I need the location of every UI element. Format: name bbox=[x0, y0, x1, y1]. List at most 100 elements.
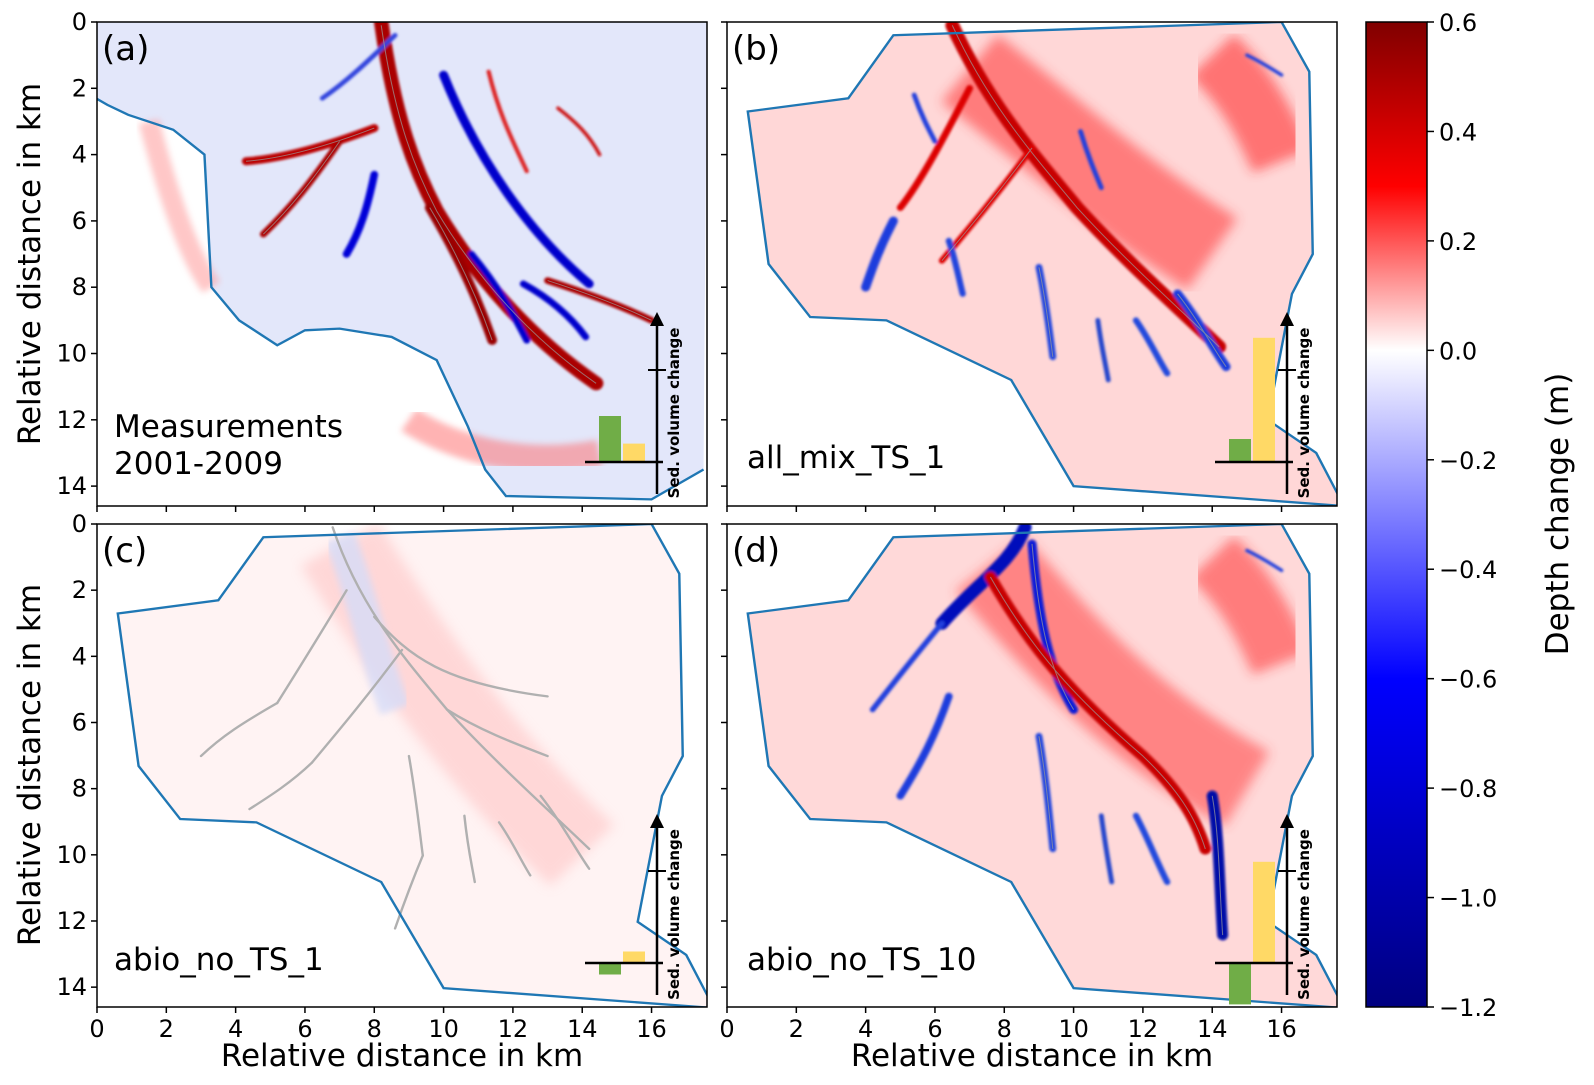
y-tick-label: 8 bbox=[72, 273, 87, 301]
x-tick-label: 4 bbox=[228, 1015, 243, 1043]
panel-a: 0 2 4 6 8 10 12 14 (a) Measurements 2001-2009 S… bbox=[56, 8, 708, 512]
x-tick-label: 12 bbox=[1128, 1015, 1159, 1043]
colorbar-title: Depth change (m) bbox=[1540, 373, 1576, 656]
colorbar-tick-label: −0.4 bbox=[1439, 556, 1497, 584]
sed-axis-arrowhead bbox=[650, 312, 664, 326]
sed-axis-arrowhead bbox=[1280, 312, 1294, 326]
y-tick-label: 4 bbox=[72, 141, 87, 169]
colorbar-tick-label: 0.6 bbox=[1439, 9, 1477, 37]
x-tick-label: 16 bbox=[636, 1015, 667, 1043]
panel-letter-b: (b) bbox=[732, 29, 780, 69]
sed-bar-green bbox=[1229, 439, 1251, 462]
y-tick-label: 12 bbox=[56, 907, 87, 935]
y-axis-title-top: Relative distance in km bbox=[12, 83, 48, 445]
x-tick-label: 14 bbox=[567, 1015, 598, 1043]
heatmap-c bbox=[116, 524, 707, 1007]
colorbar-gradient bbox=[1365, 21, 1428, 1008]
colorbar-tick-label: −0.2 bbox=[1439, 447, 1497, 475]
panel-letter-c: (c) bbox=[102, 531, 147, 571]
y-tick-label: 6 bbox=[72, 708, 87, 736]
sed-volume-inset-a: Sed. volume change bbox=[585, 312, 683, 498]
plot-area-b bbox=[726, 21, 1338, 507]
x-tick-label: 12 bbox=[498, 1015, 529, 1043]
x-tick-label: 2 bbox=[159, 1015, 174, 1043]
y-tick-label: 12 bbox=[56, 406, 87, 434]
sed-volume-inset-b: Sed. volume change bbox=[1215, 312, 1313, 498]
delta-outline bbox=[746, 524, 1337, 1007]
x-tick-label: 4 bbox=[858, 1015, 873, 1043]
sed-axis-label: Sed. volume change bbox=[665, 829, 683, 1000]
colorbar-tick-label: −1.0 bbox=[1439, 885, 1497, 913]
colorbar-ticks: 0.6 0.4 0.2 0.0 −0.2 −0.4 −0.6 −0.8 −1.0 −1.2 bbox=[1427, 9, 1497, 1022]
y-tick-label: 2 bbox=[72, 74, 87, 102]
panel-label-line2-a: 2001-2009 bbox=[114, 446, 283, 482]
panel-label-c: abio_no_TS_1 bbox=[114, 942, 324, 978]
sed-axis-label: Sed. volume change bbox=[1295, 328, 1313, 499]
colorbar: 0.6 0.4 0.2 0.0 −0.2 −0.4 −0.6 −0.8 −1.0 −1.2 Dep… bbox=[1365, 9, 1576, 1022]
colorbar-tick-label: 0.2 bbox=[1439, 228, 1477, 256]
delta-region-fill bbox=[747, 22, 1337, 506]
sed-bar-green bbox=[599, 963, 621, 975]
delta-outline bbox=[116, 524, 707, 1007]
delta-outline bbox=[746, 22, 1337, 506]
y-tick-label: 8 bbox=[72, 775, 87, 803]
sed-volume-inset-d: Sed. volume change bbox=[1215, 814, 1313, 1005]
y-tick-label: 0 bbox=[72, 8, 87, 36]
sed-axis-arrowhead bbox=[1280, 814, 1294, 828]
y-tick-label: 2 bbox=[72, 576, 87, 604]
x-tick-label: 0 bbox=[89, 1015, 104, 1043]
plot-area-d bbox=[726, 523, 1338, 1008]
sed-volume-inset-c: Sed. volume change bbox=[585, 814, 683, 1000]
y-tick-label: 10 bbox=[56, 340, 87, 368]
x-tick-label: 6 bbox=[927, 1015, 942, 1043]
panel-label-d: abio_no_TS_10 bbox=[747, 942, 976, 978]
y-tick-label: 10 bbox=[56, 841, 87, 869]
sed-axis-label: Sed. volume change bbox=[1295, 829, 1313, 1000]
sed-bar-yellow bbox=[1253, 861, 1275, 963]
sed-bar-green bbox=[599, 416, 621, 462]
panel-label-b: all_mix_TS_1 bbox=[747, 440, 945, 476]
x-axis-title-left: Relative distance in km bbox=[221, 1038, 583, 1074]
colorbar-tick-label: −0.8 bbox=[1439, 775, 1497, 803]
panel-d: 0 2 4 6 8 10 12 14 16 (d) abio_no_TS_10 Sed. vol… bbox=[719, 523, 1338, 1043]
colorbar-tick-label: −1.2 bbox=[1439, 994, 1497, 1022]
y-tick-label: 14 bbox=[56, 973, 87, 1001]
sed-bar-yellow bbox=[623, 443, 645, 462]
sed-axis-label: Sed. volume change bbox=[665, 328, 683, 499]
delta-region-fill bbox=[117, 524, 707, 1007]
heatmap-b bbox=[746, 22, 1337, 506]
colorbar-tick-label: 0.4 bbox=[1439, 118, 1477, 146]
colorbar-tick-label: −0.6 bbox=[1439, 666, 1497, 694]
panel-letter-a: (a) bbox=[102, 29, 149, 69]
panel-label-line1-a: Measurements bbox=[114, 409, 343, 445]
plot-area-c bbox=[96, 523, 708, 1008]
delta-outline bbox=[97, 97, 705, 501]
panel-b: (b) all_mix_TS_1 Sed. volume change bbox=[721, 21, 1338, 512]
x-tick-label: 0 bbox=[719, 1015, 734, 1043]
x-tick-label: 14 bbox=[1197, 1015, 1228, 1043]
axis-ticks-b bbox=[721, 21, 1283, 512]
axis-ticks-a: 0 2 4 6 8 10 12 14 bbox=[56, 8, 653, 512]
y-tick-label: 0 bbox=[72, 510, 87, 538]
sed-bar-green bbox=[1229, 963, 1251, 1005]
heatmap-a bbox=[97, 22, 707, 501]
axis-ticks-d: 0 2 4 6 8 10 12 14 16 bbox=[719, 523, 1297, 1043]
delta-region-fill bbox=[97, 22, 707, 500]
x-tick-label: 10 bbox=[1058, 1015, 1089, 1043]
panel-letter-d: (d) bbox=[732, 531, 780, 571]
y-tick-label: 14 bbox=[56, 472, 87, 500]
x-tick-label: 10 bbox=[428, 1015, 459, 1043]
sed-bar-yellow bbox=[623, 951, 645, 963]
y-tick-label: 4 bbox=[72, 642, 87, 670]
heatmap-d bbox=[746, 524, 1337, 1007]
x-tick-label: 6 bbox=[297, 1015, 312, 1043]
colorbar-tick-label: 0.0 bbox=[1439, 337, 1477, 365]
sed-bar-yellow bbox=[1253, 337, 1275, 462]
y-axis-title-bottom: Relative distance in km bbox=[12, 584, 48, 946]
plot-area-a bbox=[96, 21, 708, 507]
x-tick-label: 8 bbox=[997, 1015, 1012, 1043]
axis-ticks-c: 0 2 4 6 8 10 12 14 16 0 2 4 6 8 10 12 14 bbox=[56, 510, 666, 1043]
panel-c: 0 2 4 6 8 10 12 14 16 0 2 4 6 8 10 12 14 (c) abio_no_TS_… bbox=[56, 510, 708, 1043]
x-tick-label: 2 bbox=[789, 1015, 804, 1043]
